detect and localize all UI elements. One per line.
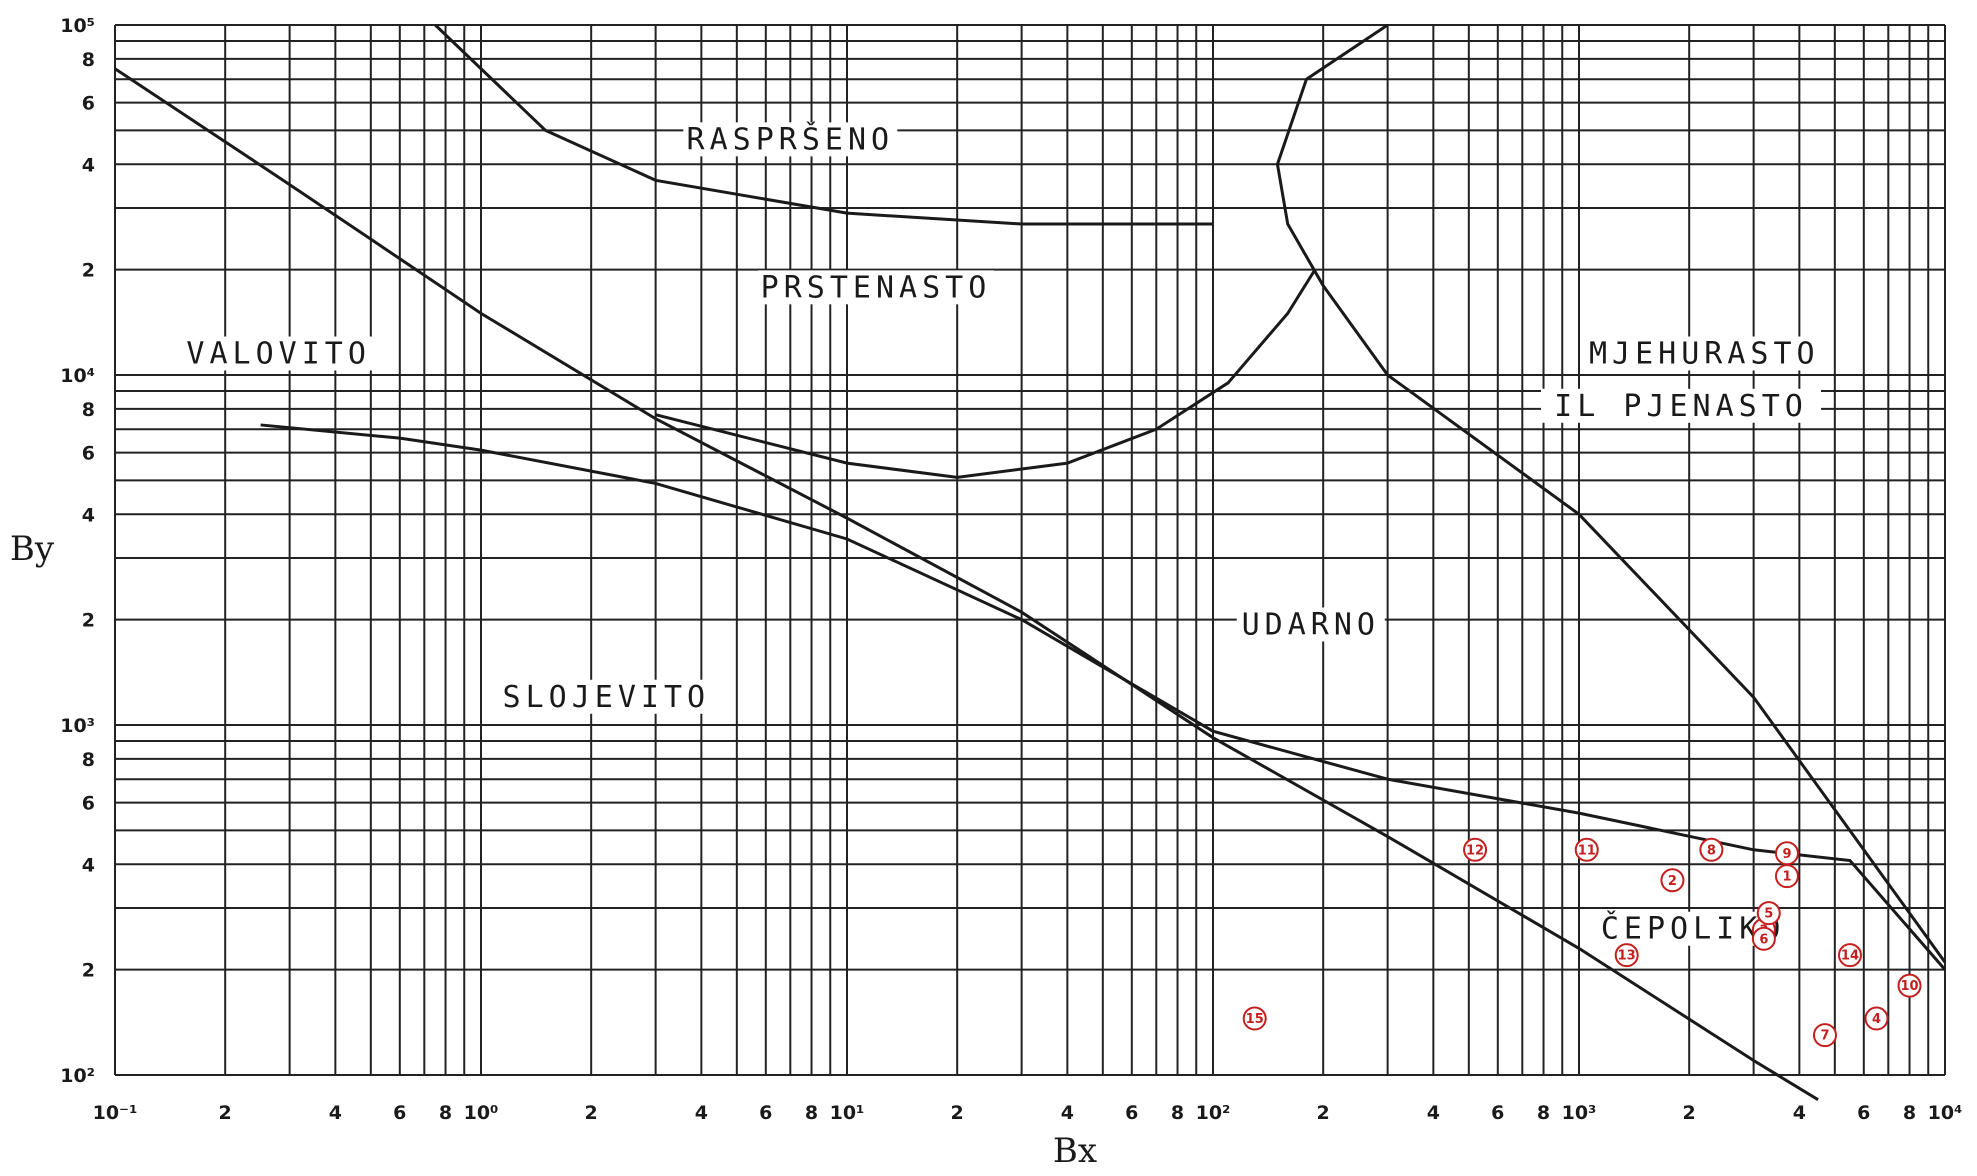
x-axis-label: Bx — [1053, 1131, 1097, 1171]
x-tick-label: 6 — [1491, 1102, 1504, 1124]
region-label: MJEHURASTO — [1589, 337, 1820, 372]
x-tick-label: 4 — [1427, 1102, 1440, 1124]
data-point-14 — [1837, 943, 1862, 968]
data-point-7 — [1812, 1023, 1837, 1048]
data-point-15 — [1242, 1006, 1267, 1031]
chart-grid — [114, 24, 1946, 1076]
x-tick-label: 4 — [1793, 1102, 1806, 1124]
x-tick-label: 10¹ — [830, 1102, 865, 1124]
x-tick-label: 2 — [951, 1102, 964, 1124]
y-tick-label: 2 — [82, 260, 95, 282]
data-point-label: 14 — [1841, 949, 1859, 964]
region-label: PRSTENASTO — [761, 270, 992, 305]
data-point-label: 2 — [1668, 874, 1677, 889]
x-tick-label: 4 — [329, 1102, 342, 1124]
boundary-line-b3 — [434, 23, 1213, 226]
boundary-line-b4 — [655, 268, 1317, 479]
x-tick-label: 8 — [1537, 1102, 1550, 1124]
data-point-8 — [1699, 837, 1724, 862]
region-label-bg — [757, 270, 994, 305]
region-label-bg — [683, 122, 898, 157]
data-point-label: 6 — [1759, 932, 1768, 947]
data-point-label: 1 — [1782, 870, 1791, 885]
region-label-bg — [499, 679, 714, 714]
region-label: SLOJEVITO — [503, 680, 711, 715]
x-tick-label: 2 — [219, 1102, 232, 1124]
y-tick-label: 4 — [82, 854, 95, 876]
y-tick-label: 8 — [82, 49, 95, 71]
y-tick-label: 6 — [82, 793, 95, 815]
x-tick-label: 6 — [759, 1102, 772, 1124]
data-point-label: 8 — [1707, 843, 1716, 858]
data-point-label: 12 — [1466, 843, 1484, 858]
data-point-10 — [1897, 973, 1922, 998]
x-tick-label: 2 — [585, 1102, 598, 1124]
data-points: 123456789101112131415 — [1242, 837, 1922, 1048]
y-tick-label: 2 — [82, 610, 95, 632]
data-point-4 — [1864, 1006, 1889, 1031]
x-tick-label: 2 — [1683, 1102, 1696, 1124]
y-axis-ticks: 10⁵ 8 6 4 2 10⁴ 8 6 4 2 10³ 8 6 4 2 10² — [60, 15, 95, 1087]
x-tick-label: 4 — [1061, 1102, 1074, 1124]
boundary-line-b1 — [114, 67, 1819, 1101]
x-tick-label: 8 — [439, 1102, 452, 1124]
x-tick-label: 10⁻¹ — [93, 1102, 138, 1124]
region-label: UDARNO — [1242, 607, 1380, 642]
x-axis-ticks: 10⁻¹ 2 4 6 8 10⁰ 2 4 6 8 10¹ 2 4 6 8 10² 2 4 6 8 10³ 2 4 6 8 10⁴ — [93, 1102, 1963, 1124]
data-point-label: 15 — [1246, 1012, 1264, 1027]
data-point-11 — [1574, 837, 1599, 862]
boundary-line-b5 — [1275, 23, 1947, 964]
region-label-bg — [1541, 388, 1822, 423]
y-tick-label: 2 — [82, 960, 95, 982]
data-point-label: 11 — [1578, 843, 1596, 858]
regime-boundaries — [114, 23, 1947, 1101]
region-label-bg — [1586, 336, 1823, 371]
data-point-13 — [1614, 943, 1639, 968]
boundary-line-b2 — [260, 423, 1947, 971]
y-tick-label: 8 — [82, 399, 95, 421]
data-point-label: 13 — [1618, 949, 1636, 964]
data-point-label: 10 — [1900, 979, 1918, 994]
regime-labels: RASPRŠENO PRSTENASTO VALOVITO MJEHURASTO IL … — [182, 120, 1823, 947]
y-tick-label: 8 — [82, 749, 95, 771]
data-point-label: 4 — [1872, 1012, 1881, 1027]
y-tick-label: 6 — [82, 93, 95, 115]
y-tick-label: 10² — [60, 1065, 95, 1087]
data-point-label: 7 — [1820, 1029, 1829, 1044]
x-tick-label: 10⁴ — [1928, 1102, 1963, 1124]
x-tick-label: 10³ — [1562, 1102, 1597, 1124]
y-tick-label: 10³ — [60, 715, 95, 737]
y-tick-label: 10⁵ — [60, 15, 95, 37]
region-label-bg — [1236, 607, 1385, 642]
region-label: IL PJENASTO — [1554, 389, 1808, 424]
y-tick-label: 6 — [82, 443, 95, 465]
y-tick-label: 10⁴ — [60, 365, 95, 387]
x-tick-label: 6 — [1857, 1102, 1870, 1124]
region-label: ČEPOLIKO — [1601, 910, 1786, 947]
x-tick-label: 4 — [695, 1102, 708, 1124]
data-point-9 — [1774, 841, 1799, 866]
x-tick-label: 6 — [393, 1102, 406, 1124]
region-label-bg — [182, 336, 375, 371]
data-point-12 — [1463, 837, 1488, 862]
y-tick-label: 4 — [82, 504, 95, 526]
x-tick-label: 2 — [1317, 1102, 1330, 1124]
region-label: RASPRŠENO — [687, 120, 895, 157]
data-point-6 — [1751, 926, 1776, 951]
data-point-2 — [1660, 868, 1685, 893]
x-tick-label: 8 — [1903, 1102, 1916, 1124]
x-tick-label: 10² — [1196, 1102, 1231, 1124]
region-label: VALOVITO — [186, 337, 371, 372]
x-tick-label: 10⁰ — [464, 1102, 499, 1124]
data-point-label: 9 — [1782, 847, 1791, 862]
data-point-5 — [1756, 901, 1781, 926]
x-tick-label: 8 — [805, 1102, 818, 1124]
x-tick-label: 6 — [1125, 1102, 1138, 1124]
data-point-label: 5 — [1764, 907, 1773, 922]
y-axis-label: By — [10, 529, 55, 569]
x-tick-label: 8 — [1171, 1102, 1184, 1124]
y-tick-label: 4 — [82, 154, 95, 176]
